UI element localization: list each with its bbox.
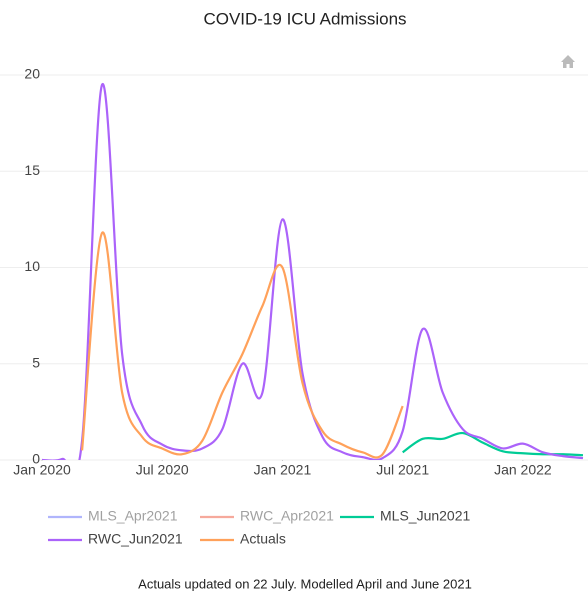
x-tick-label: Jul 2021	[376, 462, 429, 478]
x-tick-label: Jul 2020	[136, 462, 189, 478]
legend-item[interactable]: Actuals	[200, 531, 286, 547]
plot-area	[41, 83, 584, 460]
y-tick-label: 20	[24, 66, 40, 82]
y-tick-label: 0	[32, 451, 40, 467]
y-tick-label: 10	[24, 258, 40, 274]
x-tick-label: Jan 2022	[494, 462, 552, 478]
legend-item[interactable]: MLS_Apr2021	[48, 508, 178, 524]
y-tick-label: 15	[24, 162, 40, 178]
y-tick-label: 5	[32, 354, 40, 370]
chart-title: COVID-19 ICU Admissions	[203, 9, 406, 28]
x-tick-label: Jan 2021	[254, 462, 312, 478]
legend-label: RWC_Apr2021	[240, 508, 334, 524]
legend-item[interactable]: RWC_Apr2021	[200, 508, 334, 524]
legend-label: MLS_Apr2021	[88, 508, 178, 524]
home-button[interactable]	[561, 55, 575, 68]
legend-label: Actuals	[240, 531, 286, 547]
home-icon[interactable]	[561, 55, 575, 68]
legend-label: MLS_Jun2021	[380, 508, 471, 524]
legend-label: RWC_Jun2021	[88, 531, 183, 547]
legend-item[interactable]: MLS_Jun2021	[340, 508, 471, 524]
legend-item[interactable]: RWC_Jun2021	[48, 531, 183, 547]
series-line	[41, 83, 584, 460]
series-line	[80, 231, 404, 459]
footnote: Actuals updated on 22 July. Modelled Apr…	[138, 576, 472, 591]
x-tick-label: Jan 2020	[13, 462, 71, 478]
